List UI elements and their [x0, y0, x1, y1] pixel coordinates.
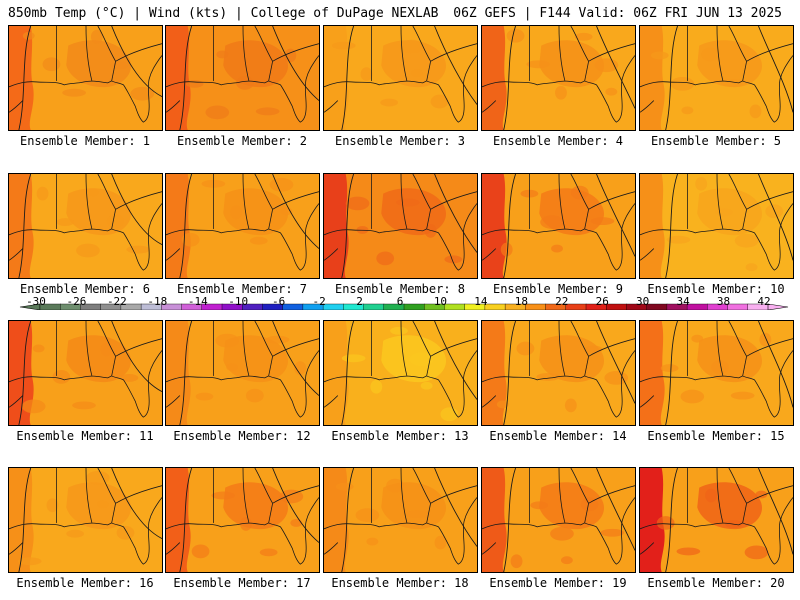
ensemble-member-map-12 — [165, 320, 320, 426]
ensemble-member-map-9 — [481, 173, 636, 279]
colorbar-tick-label: 18 — [514, 295, 528, 308]
ensemble-member-label: Ensemble Member: 17 — [173, 576, 311, 590]
ensemble-member-label: Ensemble Member: 16 — [16, 576, 154, 590]
ensemble-member-label: Ensemble Member: 10 — [647, 282, 785, 296]
colorbar-tick-label: 14 — [474, 295, 488, 308]
ensemble-member-label: Ensemble Member: 13 — [331, 429, 469, 443]
ensemble-member-label: Ensemble Member: 5 — [650, 134, 782, 148]
ensemble-member-map-6 — [8, 173, 163, 279]
ensemble-member-label: Ensemble Member: 12 — [173, 429, 311, 443]
ensemble-member-map-18 — [323, 467, 478, 573]
colorbar-tick-label: -18 — [147, 295, 168, 308]
run-valid-time: 06Z GEFS | F144 Valid: 06Z FRI JUN 13 20… — [453, 6, 782, 21]
colorbar-tick-label: 30 — [636, 295, 650, 308]
colorbar-tick-label: -2 — [312, 295, 326, 308]
ensemble-member-label: Ensemble Member: 1 — [19, 134, 151, 148]
ensemble-member-map-4 — [481, 25, 636, 131]
ensemble-member-map-8 — [323, 173, 478, 279]
colorbar-tick-label: 38 — [716, 295, 731, 308]
ensemble-member-map-17 — [165, 467, 320, 573]
temperature-colorbar — [19, 303, 789, 310]
ensemble-member-map-20 — [639, 467, 794, 573]
colorbar-tick-label: 2 — [356, 295, 363, 308]
ensemble-member-label: Ensemble Member: 6 — [19, 282, 151, 296]
ensemble-member-map-16 — [8, 467, 163, 573]
ensemble-member-label: Ensemble Member: 7 — [176, 282, 308, 296]
ensemble-member-label: Ensemble Member: 18 — [331, 576, 469, 590]
colorbar-tick-label: -30 — [26, 295, 46, 308]
ensemble-member-label: Ensemble Member: 20 — [647, 576, 785, 590]
colorbar-tick-label: 22 — [555, 295, 569, 308]
colorbar-max-arrow — [767, 303, 789, 310]
colorbar-labels: -30 -26 -22 -18 -14 -10 -6 -2 2 6 10 14 18 22 26 30 34 38… — [0, 295, 800, 311]
ensemble-member-map-11 — [8, 320, 163, 426]
ensemble-member-label: Ensemble Member: 2 — [176, 134, 308, 148]
ensemble-member-map-19 — [481, 467, 636, 573]
colorbar-tick-label: 6 — [396, 295, 404, 308]
colorbar-tick-label: -26 — [66, 295, 87, 308]
ensemble-member-map-7 — [165, 173, 320, 279]
ensemble-member-map-15 — [639, 320, 794, 426]
ensemble-member-label: Ensemble Member: 8 — [334, 282, 466, 296]
ensemble-member-label: Ensemble Member: 19 — [489, 576, 627, 590]
ensemble-member-map-10 — [639, 173, 794, 279]
ensemble-member-label: Ensemble Member: 9 — [492, 282, 624, 296]
map-title: 850mb Temp (°C) | Wind (kts) | College o… — [8, 6, 439, 21]
ensemble-member-map-3 — [323, 25, 478, 131]
colorbar-tick-label: -22 — [106, 295, 127, 308]
colorbar-tick-label: 42 — [757, 295, 771, 308]
ensemble-member-map-5 — [639, 25, 794, 131]
ensemble-member-label: Ensemble Member: 4 — [492, 134, 624, 148]
ensemble-member-map-13 — [323, 320, 478, 426]
ensemble-member-map-1 — [8, 25, 163, 131]
colorbar-tick-label: -6 — [272, 295, 286, 308]
ensemble-member-label: Ensemble Member: 14 — [489, 429, 627, 443]
colorbar-tick-label: 26 — [595, 295, 609, 308]
colorbar-tick-label: 34 — [676, 295, 690, 308]
ensemble-member-label: Ensemble Member: 3 — [334, 134, 466, 148]
colorbar-tick-label: -10 — [228, 295, 249, 308]
colorbar-tick-label: -14 — [187, 295, 208, 308]
ensemble-member-label: Ensemble Member: 11 — [16, 429, 154, 443]
ensemble-member-map-14 — [481, 320, 636, 426]
colorbar-tick-label: 10 — [433, 295, 448, 308]
ensemble-member-map-2 — [165, 25, 320, 131]
ensemble-member-label: Ensemble Member: 15 — [647, 429, 785, 443]
